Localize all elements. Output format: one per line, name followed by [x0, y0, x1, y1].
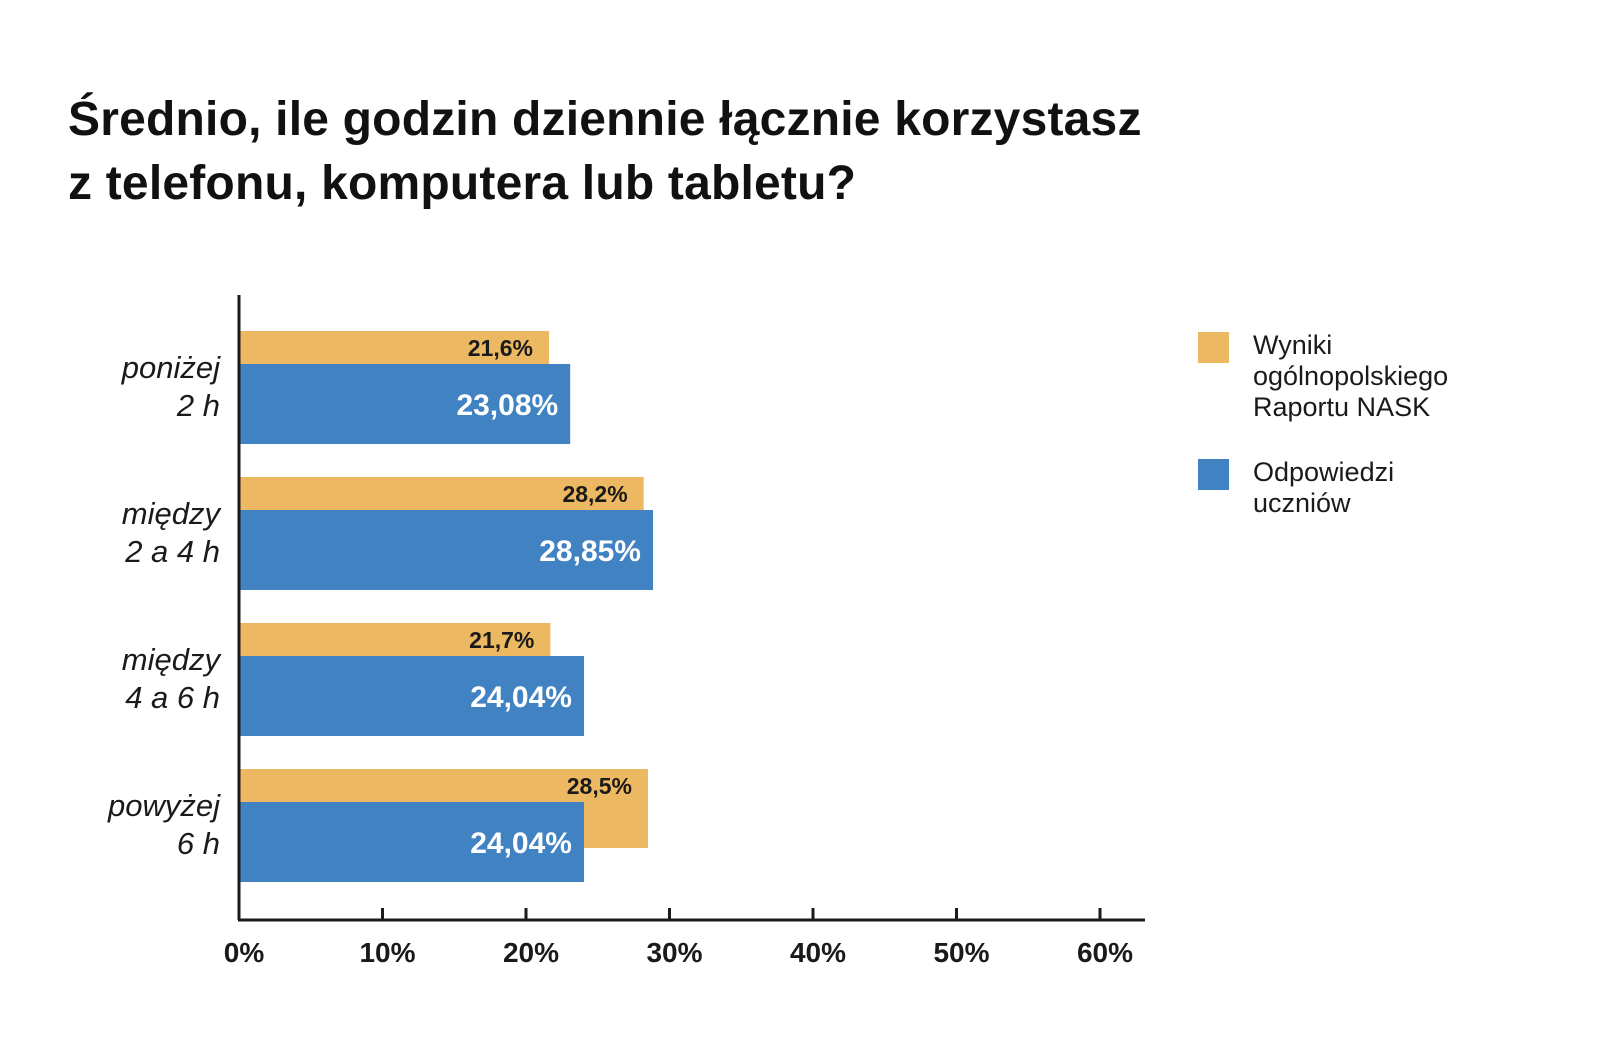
x-tick-label-4: 40%	[790, 937, 846, 968]
legend-label-nask-line-2: ogólnopolskiego	[1253, 361, 1449, 391]
data-label-nask-2: 21,7%	[469, 627, 534, 653]
data-label-students-2: 24,04%	[470, 681, 572, 714]
category-label-0-line-0: poniżej	[121, 350, 220, 385]
data-label-students-3: 24,04%	[470, 827, 572, 860]
data-label-students-0: 23,08%	[456, 389, 558, 422]
x-tick-label-5: 50%	[933, 937, 989, 968]
data-label-nask-1: 28,2%	[562, 481, 627, 507]
legend-item-students: Odpowiedzi uczniów	[1198, 457, 1578, 519]
category-label-2-line-0: między	[121, 642, 220, 677]
x-tick-label-0: 0%	[224, 937, 265, 968]
x-tick-label-1: 10%	[359, 937, 415, 968]
legend-swatch-students	[1198, 459, 1229, 490]
x-tick-label-6: 60%	[1077, 937, 1133, 968]
legend-label-students-line-2: uczniów	[1253, 488, 1351, 518]
category-label-0: poniżej 2 h	[122, 349, 220, 425]
legend-label-nask-line-1: Wyniki	[1253, 330, 1333, 360]
legend-item-nask: Wyniki ogólnopolskiego Raportu NASK	[1198, 330, 1578, 423]
chart-title: Średnio, ile godzin dziennie łącznie kor…	[68, 88, 1428, 216]
chart-title-line-1: Średnio, ile godzin dziennie łącznie kor…	[68, 93, 1142, 146]
x-tick-label-2: 20%	[503, 937, 559, 968]
bar-students-3	[239, 802, 584, 882]
category-label-3-line-1: 6 h	[176, 826, 220, 861]
legend-label-students-line-1: Odpowiedzi	[1253, 457, 1395, 487]
data-label-nask-0: 21,6%	[468, 335, 533, 361]
bar-students-2	[239, 656, 584, 736]
data-label-nask-3: 28,5%	[567, 773, 632, 799]
data-label-students-1: 28,85%	[539, 535, 641, 568]
category-label-1: między 2 a 4 h	[122, 495, 220, 571]
category-label-0-line-1: 2 h	[176, 388, 220, 423]
bar-students-0	[239, 364, 571, 444]
category-label-1-line-1: 2 a 4 h	[125, 534, 220, 569]
x-tick-label-3: 30%	[646, 937, 702, 968]
category-label-2-line-1: 4 a 6 h	[125, 680, 220, 715]
category-label-3: powyżej 6 h	[108, 787, 220, 863]
chart-title-line-2: z telefonu, komputera lub tabletu?	[68, 157, 857, 210]
bar-students-1	[239, 510, 653, 590]
legend-label-nask-line-3: Raportu NASK	[1253, 392, 1431, 422]
category-label-2: między 4 a 6 h	[122, 641, 220, 717]
category-label-3-line-0: powyżej	[108, 788, 220, 823]
legend: Wyniki ogólnopolskiego Raportu NASK Odpo…	[1198, 330, 1578, 553]
legend-swatch-nask	[1198, 332, 1229, 363]
category-label-1-line-0: między	[121, 496, 220, 531]
